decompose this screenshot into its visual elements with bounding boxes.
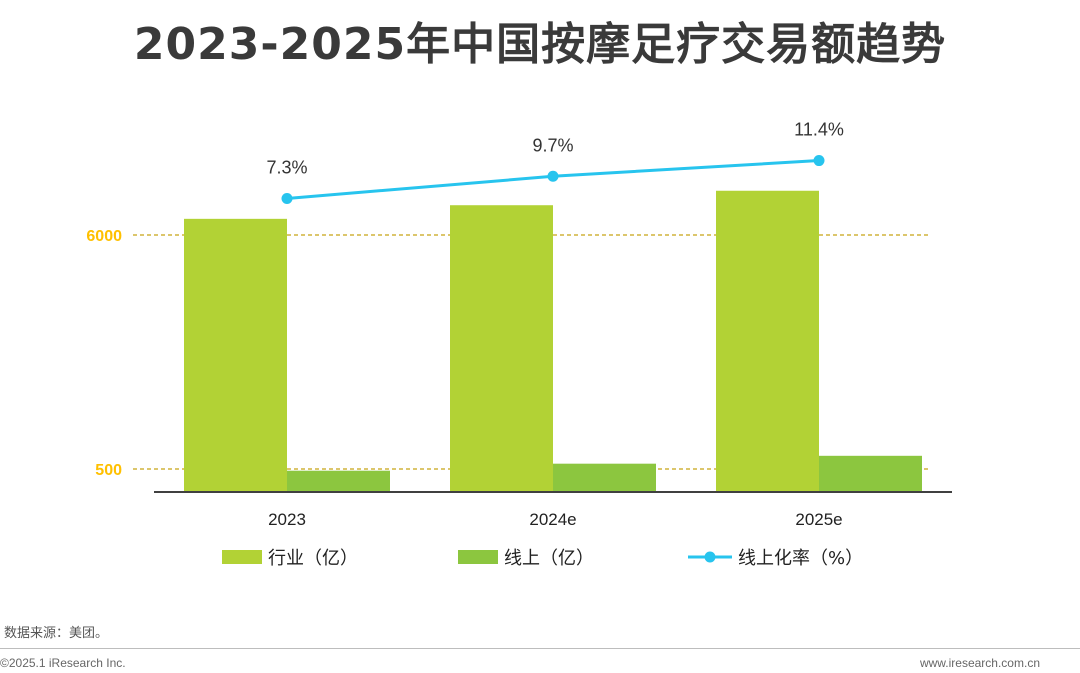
website-link[interactable]: www.iresearch.com.cn [919, 656, 1040, 670]
x-tick-label: 2023 [268, 510, 306, 529]
bar-industry-2025e [716, 190, 819, 492]
legend-swatch-online [458, 550, 498, 564]
rate-data-label: 11.4% [794, 120, 844, 140]
copyright: ©2025.1 iResearch Inc. [0, 656, 126, 670]
rate-point-2023 [281, 192, 293, 204]
legend-label-online: 线上（亿） [504, 548, 594, 569]
bar-industry-2024e [450, 205, 553, 492]
rate-data-label: 7.3% [266, 157, 307, 177]
legend-label-industry: 行业（亿） [268, 548, 358, 569]
legend-label-rate: 线上化率（%） [738, 548, 863, 569]
chart-svg: 6000 500 2023 2024e 2025e 7.3% 9.7% 11.4% 行业（亿） 线… [86, 120, 952, 569]
rate-data-label: 9.7% [532, 135, 573, 155]
bar-industry-2023 [184, 218, 287, 492]
legend-swatch-industry [222, 550, 262, 564]
rate-point-2025e [813, 155, 825, 167]
bar-online-2023 [287, 470, 390, 492]
data-source: 数据来源：美团。 [4, 626, 109, 641]
bar-online-2024e [553, 463, 656, 492]
footer-divider [0, 648, 1080, 649]
x-tick-label: 2024e [529, 510, 576, 529]
rate-point-2024e [547, 170, 559, 182]
chart-title: 2023-2025年中国按摩足疗交易额趋势 [133, 19, 947, 70]
legend-swatch-rate-point [704, 551, 716, 563]
x-tick-label: 2025e [795, 510, 842, 529]
bar-online-2025e [819, 455, 922, 492]
reference-label-500: 500 [95, 462, 122, 479]
reference-label-6000: 6000 [86, 228, 122, 245]
